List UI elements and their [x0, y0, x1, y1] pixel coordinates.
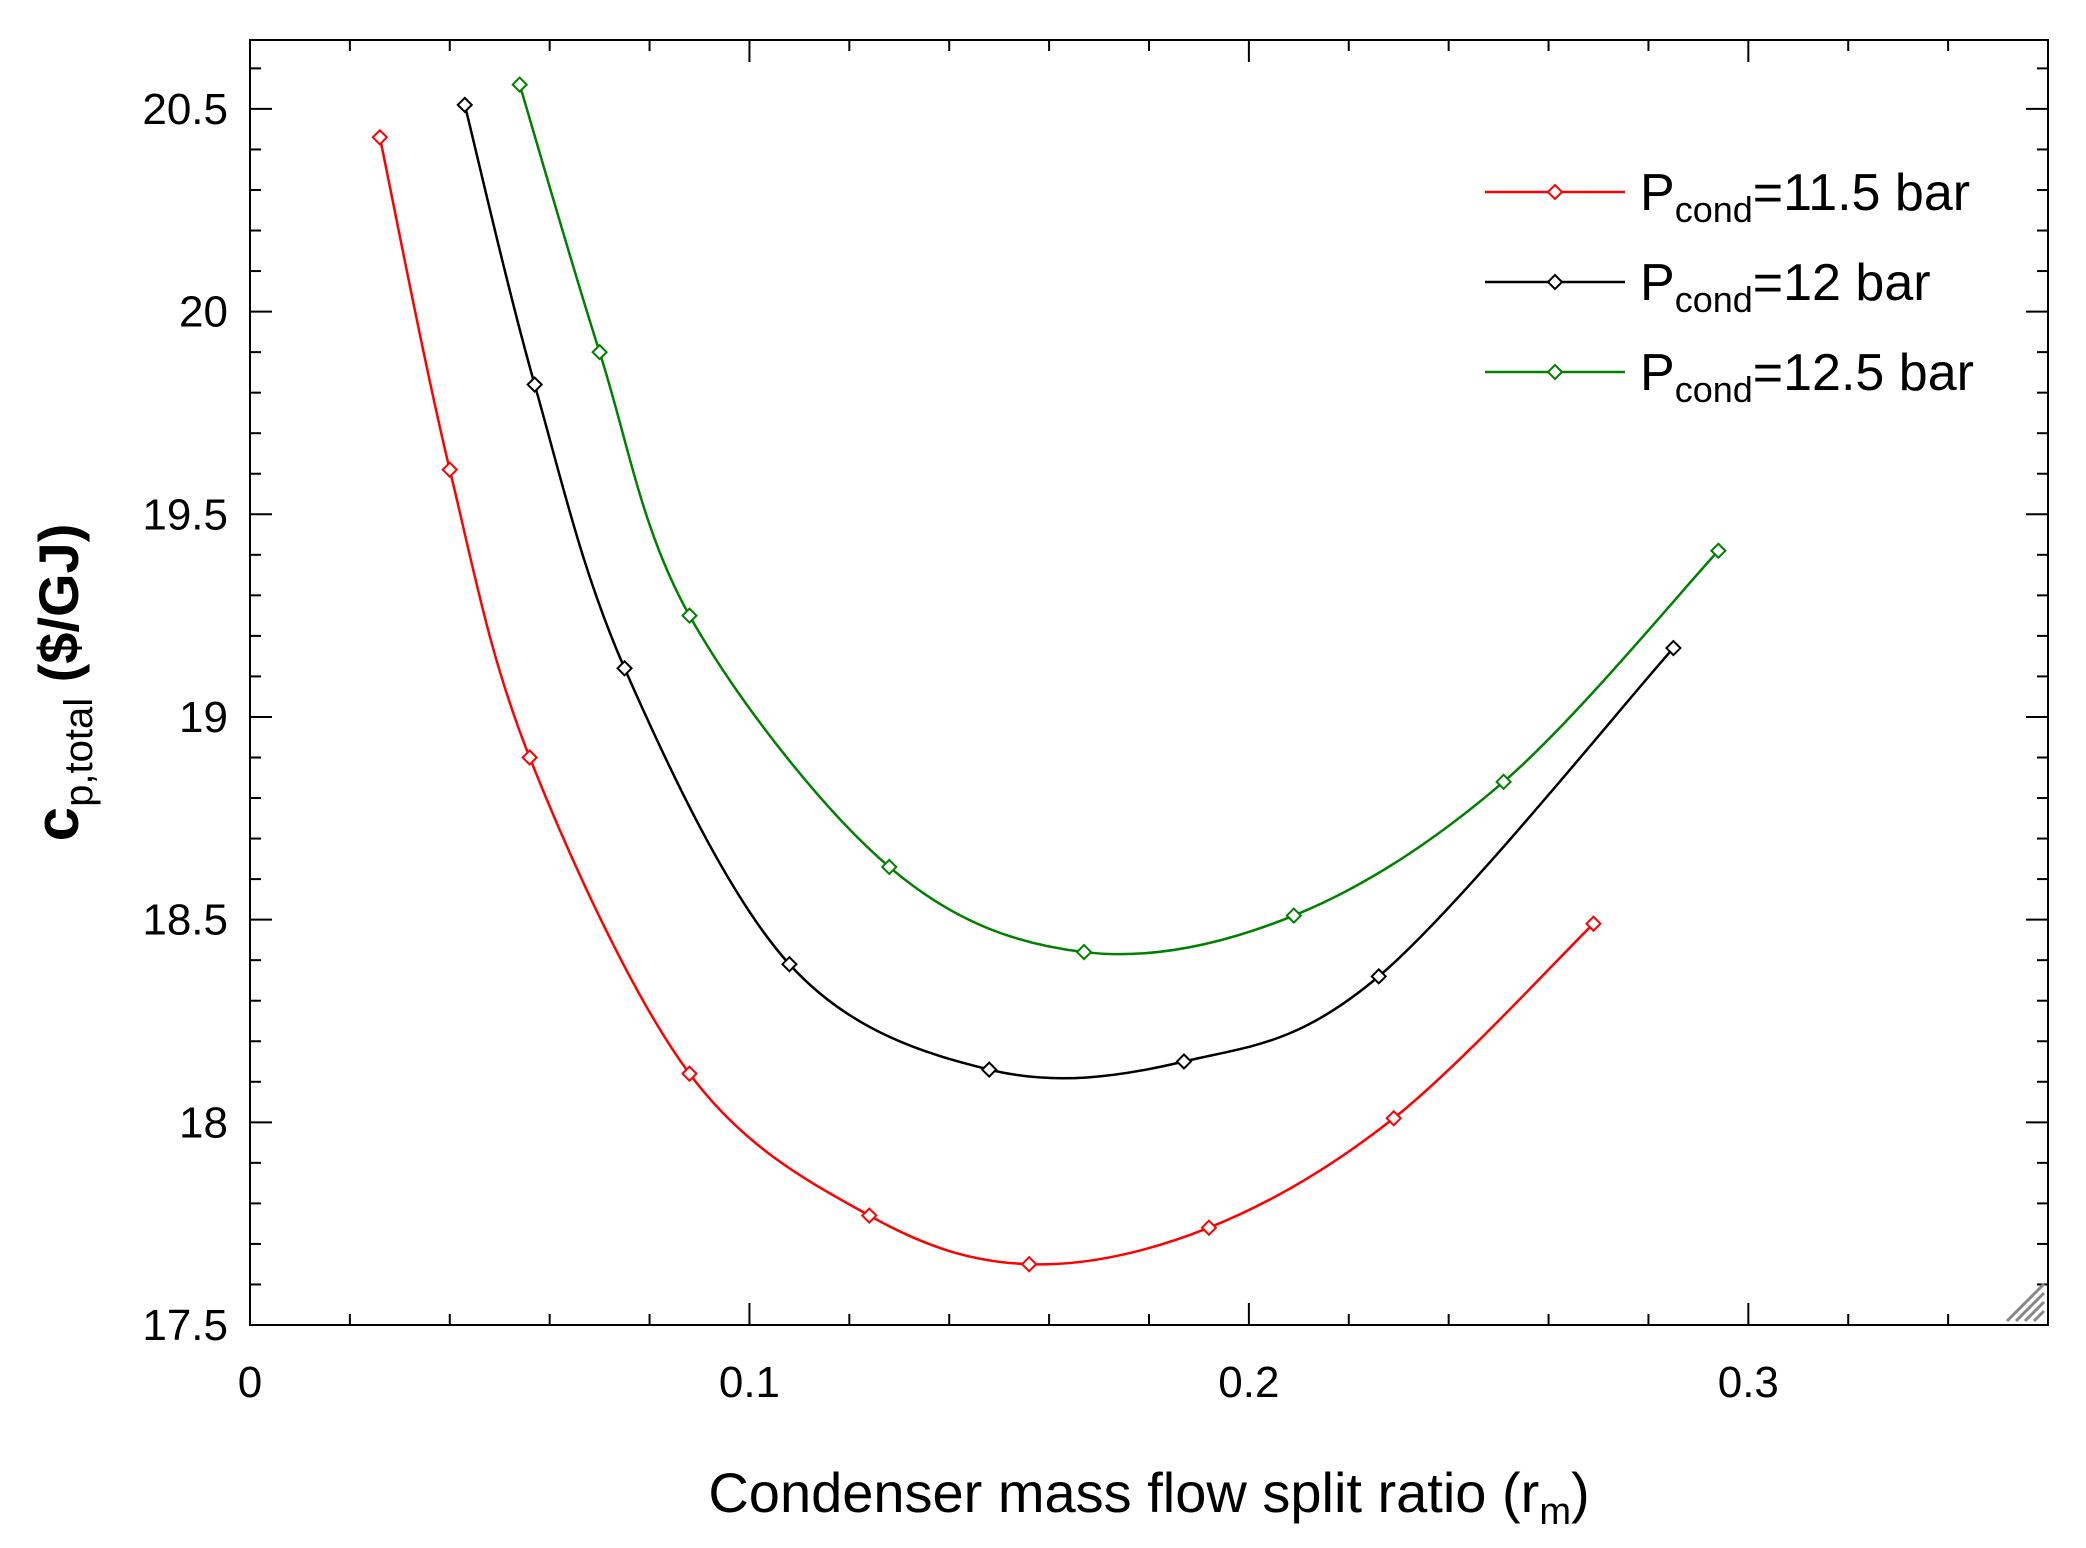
legend-label-sub: cond [1675, 279, 1753, 320]
y-tick-label: 17.5 [142, 1301, 228, 1350]
legend-label-suffix: =12 bar [1753, 254, 1931, 312]
series-line [518, 84, 1720, 956]
data-point-marker [616, 659, 633, 677]
series-layer [371, 76, 1727, 1273]
x-tick-label: 0 [238, 1358, 262, 1407]
y-axis-title-unit: ($/GJ) [27, 524, 90, 698]
data-point-marker [1020, 1255, 1038, 1273]
data-point-marker [1370, 967, 1388, 985]
data-point-marker [1200, 1219, 1218, 1237]
data-point-marker [681, 607, 698, 625]
data-point-marker [1709, 542, 1727, 560]
series-3 [511, 76, 1727, 961]
legend-label-prefix: P [1640, 164, 1675, 222]
data-point-marker [860, 1207, 878, 1224]
data-point-marker [1075, 943, 1093, 961]
legend-label: Pcond=11.5 bar [1640, 164, 1970, 230]
x-tick-label: 0.1 [719, 1358, 780, 1407]
series-1 [371, 128, 1602, 1273]
y-axis-title-sub: p,total [57, 698, 101, 807]
legend-label-sub: cond [1675, 189, 1753, 230]
data-point-marker [780, 955, 798, 973]
data-point-marker [371, 128, 389, 146]
resize-grip-icon [2005, 1282, 2046, 1323]
y-axis-title: cp,total ($/GJ) [23, 524, 101, 842]
data-point-marker [456, 96, 474, 114]
data-point-marker [441, 461, 459, 479]
data-point-marker [591, 343, 609, 361]
x-tick-label: 0.3 [1718, 1358, 1779, 1407]
data-point-marker [1585, 915, 1602, 933]
legend-label-sub: cond [1675, 369, 1753, 410]
legend-label-suffix: =12.5 bar [1753, 344, 1974, 402]
data-point-marker [681, 1065, 698, 1083]
series-2 [456, 96, 1682, 1080]
y-axis-title-main: c [23, 807, 92, 841]
grip-line [2005, 1282, 2046, 1323]
series-line [378, 137, 1595, 1266]
data-point-marker [1495, 773, 1513, 791]
y-tick-label: 20 [179, 288, 228, 337]
legend-marker [1546, 273, 1564, 291]
legend-label: Pcond=12.5 bar [1640, 344, 1974, 410]
data-point-marker [521, 749, 539, 766]
grip-line [2014, 1291, 2046, 1323]
legend-label-suffix: =11.5 bar [1753, 164, 1970, 222]
data-point-marker [980, 1061, 998, 1079]
x-axis-title: Condenser mass flow split ratio (rm) [708, 1461, 1589, 1533]
data-point-marker [526, 376, 544, 393]
plot-frame [249, 39, 2049, 1326]
grip-line [2032, 1309, 2046, 1323]
legend-label: Pcond=12 bar [1640, 254, 1931, 320]
y-tick-label: 19.5 [142, 490, 228, 539]
y-tick-label: 18.5 [142, 896, 228, 945]
data-point-marker [1285, 907, 1303, 924]
y-tick-label: 20.5 [142, 85, 228, 134]
legend-marker [1546, 363, 1564, 381]
grip-line [2023, 1300, 2046, 1323]
y-tick-label: 19 [179, 693, 228, 742]
legend-label-prefix: P [1640, 344, 1675, 402]
data-point-marker [880, 858, 898, 876]
y-tick-label: 18 [179, 1098, 228, 1147]
legend-label-prefix: P [1640, 254, 1675, 312]
data-point-marker [511, 76, 529, 94]
x-axis-title-sub: m [1539, 1491, 1571, 1533]
data-point-marker [1385, 1109, 1403, 1127]
legend-marker [1546, 183, 1564, 201]
x-tick-label: 0.2 [1218, 1358, 1279, 1407]
axis-tick-labels: 0 0.1 0.2 0.3 17.5 18 18.5 19 19.5 20 20.5 [142, 85, 1779, 1407]
data-point-marker [1175, 1053, 1193, 1070]
x-axis-title-close: ) [1571, 1461, 1590, 1524]
data-point-marker [1665, 639, 1682, 657]
x-axis-title-main: Condenser mass flow split ratio (r [708, 1461, 1539, 1524]
